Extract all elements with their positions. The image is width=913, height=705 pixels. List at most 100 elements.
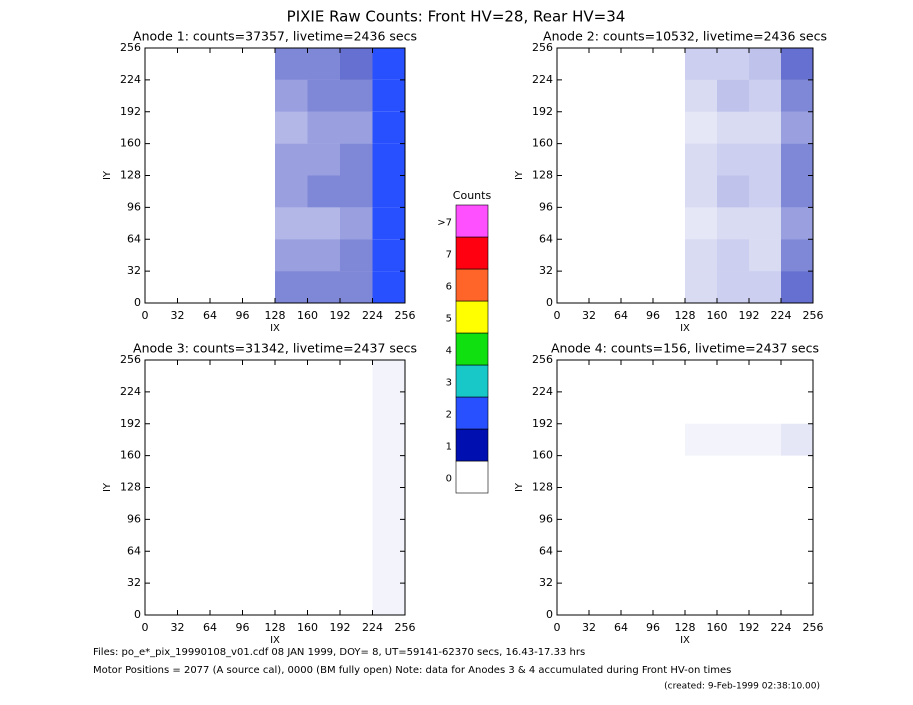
heat-cell xyxy=(243,112,276,144)
heat-cell xyxy=(243,144,276,176)
heat-cell xyxy=(557,583,589,615)
footer-created: (created: 9-Feb-1999 02:38:10.00) xyxy=(664,682,820,692)
heat-cell xyxy=(340,392,373,424)
x-tick-label: 224 xyxy=(362,309,383,322)
x-tick-label: 224 xyxy=(771,309,792,322)
heat-cell xyxy=(210,112,243,144)
panel-title: Anode 4: counts=156, livetime=2437 secs xyxy=(551,341,819,356)
heat-cell xyxy=(621,519,653,551)
heat-cell xyxy=(621,239,653,271)
heat-cell xyxy=(275,360,308,392)
heat-cell xyxy=(178,144,211,176)
heat-cell xyxy=(372,48,405,80)
y-tick-label: 0 xyxy=(546,296,553,309)
heat-cell xyxy=(589,488,621,520)
x-tick-label: 128 xyxy=(265,621,286,634)
colorbar-box xyxy=(455,236,489,270)
heat-cell xyxy=(717,143,749,176)
heat-cell xyxy=(781,392,813,424)
heat-cell xyxy=(589,176,621,208)
heat-cell xyxy=(145,392,178,424)
y-tick-label: 32 xyxy=(127,264,141,277)
heat-cell xyxy=(307,79,340,112)
y-axis-label: IY xyxy=(514,170,525,180)
heat-cell xyxy=(589,519,621,551)
heat-cell xyxy=(372,143,405,176)
heat-cell xyxy=(210,144,243,176)
colorbar-label: 2 xyxy=(446,410,452,421)
heat-cell xyxy=(145,551,178,583)
x-tick-label: 32 xyxy=(171,621,185,634)
colorbar-label: 3 xyxy=(446,378,452,389)
y-tick-label: 128 xyxy=(532,481,553,494)
x-tick-label: 160 xyxy=(297,309,318,322)
heat-cell xyxy=(557,176,589,208)
heat-cell xyxy=(308,519,341,551)
heat-cell xyxy=(621,48,653,80)
heat-cell xyxy=(589,456,621,488)
heat-cell xyxy=(717,583,749,615)
heat-cell xyxy=(685,239,717,272)
heat-cell xyxy=(749,423,781,456)
x-tick-label: 0 xyxy=(554,621,561,634)
heat-cell xyxy=(145,80,178,112)
heat-cell xyxy=(589,80,621,112)
heat-cell xyxy=(340,48,373,80)
colorbar-label: 7 xyxy=(446,250,452,261)
heat-cell xyxy=(340,488,373,520)
heat-cell xyxy=(653,144,685,176)
heat-cell xyxy=(589,360,621,392)
y-tick-label: 32 xyxy=(539,264,553,277)
x-tick-label: 192 xyxy=(739,309,760,322)
heat-cell xyxy=(275,143,308,176)
y-tick-label: 128 xyxy=(120,169,141,182)
heat-cell xyxy=(749,456,781,488)
heat-cell xyxy=(749,175,781,208)
heat-cell xyxy=(275,456,308,488)
x-tick-label: 0 xyxy=(142,621,149,634)
heat-cell xyxy=(685,143,717,176)
heat-cell xyxy=(340,583,373,615)
page-title: PIXIE Raw Counts: Front HV=28, Rear HV=3… xyxy=(287,8,626,26)
heat-cell xyxy=(145,48,178,80)
heat-cell xyxy=(178,456,211,488)
y-tick-label: 192 xyxy=(532,417,553,430)
heat-cell xyxy=(243,207,276,239)
heat-cell xyxy=(275,239,308,272)
heat-cell xyxy=(717,207,749,240)
heat-cell xyxy=(178,48,211,80)
heat-cell xyxy=(210,488,243,520)
heat-cell xyxy=(589,48,621,80)
heat-cell xyxy=(781,551,813,583)
y-tick-label: 192 xyxy=(532,105,553,118)
heat-cell xyxy=(210,239,243,271)
y-tick-label: 256 xyxy=(532,41,553,54)
colorbar-label: 0 xyxy=(446,474,452,485)
heat-cell xyxy=(243,424,276,456)
heat-cell xyxy=(275,111,308,144)
heat-cell xyxy=(749,392,781,424)
heat-cell xyxy=(781,175,813,208)
heat-cell xyxy=(308,360,341,392)
heat-cell xyxy=(308,551,341,583)
y-tick-label: 96 xyxy=(539,200,553,213)
heat-cell xyxy=(621,456,653,488)
heat-cell xyxy=(340,424,373,456)
heat-cell xyxy=(275,79,308,112)
x-tick-label: 224 xyxy=(771,621,792,634)
heat-cell xyxy=(340,360,373,392)
heat-cell xyxy=(145,144,178,176)
heat-cell xyxy=(372,519,405,552)
heat-cell xyxy=(653,360,685,392)
heat-cell xyxy=(717,111,749,144)
colorbar-box xyxy=(455,396,489,430)
heat-cell xyxy=(340,79,373,112)
heat-cell xyxy=(653,207,685,239)
x-tick-label: 192 xyxy=(330,621,351,634)
heat-cell xyxy=(685,271,717,303)
heat-cell xyxy=(145,456,178,488)
heat-cell xyxy=(621,360,653,392)
heat-cell xyxy=(589,144,621,176)
heat-cell xyxy=(243,48,276,80)
